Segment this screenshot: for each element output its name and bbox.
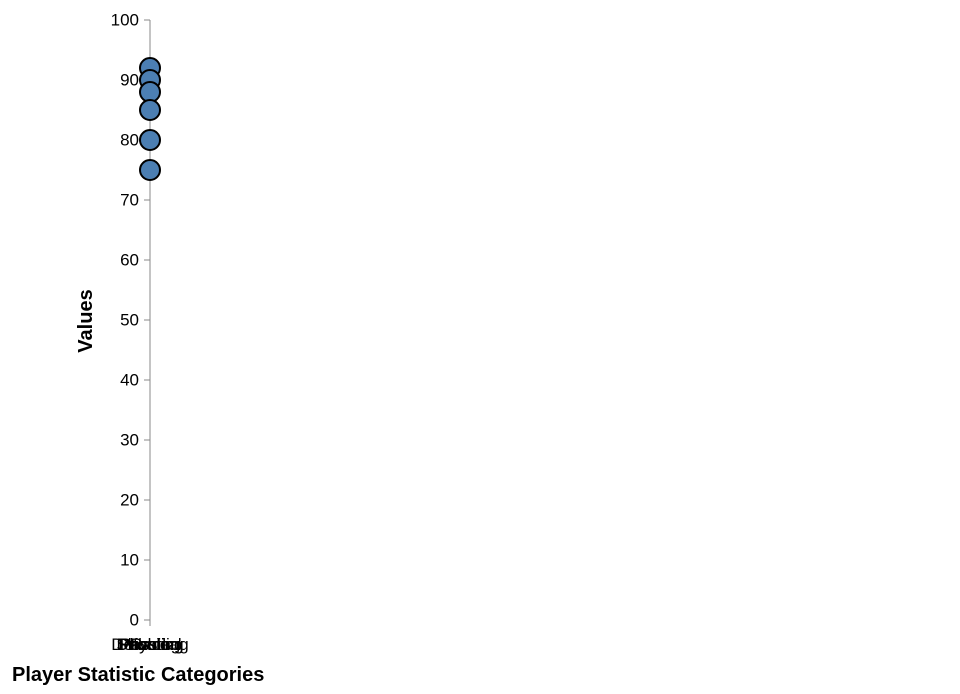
data-point (139, 159, 161, 181)
y-tick-label: 90 (120, 71, 139, 90)
y-tick-label: 60 (120, 251, 139, 270)
y-tick-label: 40 (120, 371, 139, 390)
y-tick-label: 50 (120, 311, 139, 330)
x-axis: DribblingPassingPhysicalShootingPaceDefe… (111, 620, 189, 654)
y-tick-label: 30 (120, 431, 139, 450)
x-tick-label: Physical (118, 635, 181, 654)
y-axis-title: Values (75, 289, 97, 352)
data-point (139, 129, 161, 151)
y-tick-label: 20 (120, 491, 139, 510)
y-tick-label: 100 (111, 11, 139, 30)
x-tick-label: Pace (131, 635, 170, 654)
x-tick-label: Defending (111, 635, 189, 654)
y-tick-label: 70 (120, 191, 139, 210)
y-axis: 0 10 20 30 40 50 60 70 80 90 100 (111, 11, 151, 630)
y-tick-label: 10 (120, 551, 139, 570)
y-tick-label: 0 (130, 611, 139, 630)
data-point (139, 99, 161, 121)
y-tick-label: 80 (120, 131, 139, 150)
x-axis-title: Player Statistic Categories (12, 664, 264, 686)
x-tick-label: Dribbling (116, 635, 183, 654)
x-tick-label: Shooting (116, 635, 183, 654)
x-tick-label: Passing (120, 635, 180, 654)
data-points (139, 57, 161, 181)
